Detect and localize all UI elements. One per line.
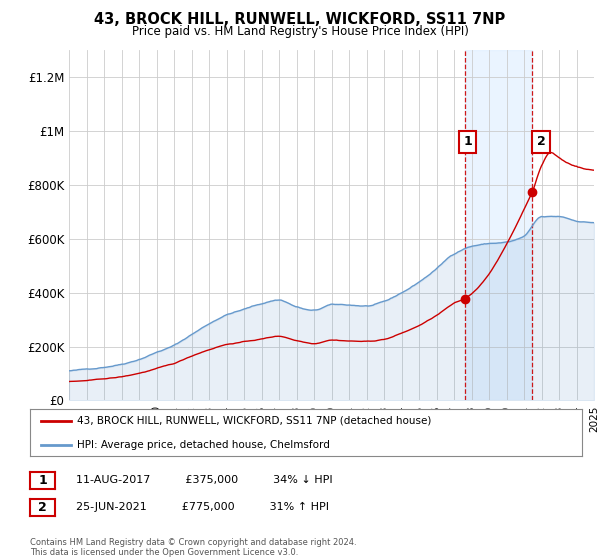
Text: Contains HM Land Registry data © Crown copyright and database right 2024.
This d: Contains HM Land Registry data © Crown c…	[30, 538, 356, 557]
Text: 11-AUG-2017          £375,000          34% ↓ HPI: 11-AUG-2017 £375,000 34% ↓ HPI	[69, 475, 332, 485]
Text: 2: 2	[537, 136, 545, 148]
Text: 43, BROCK HILL, RUNWELL, WICKFORD, SS11 7NP (detached house): 43, BROCK HILL, RUNWELL, WICKFORD, SS11 …	[77, 416, 431, 426]
Text: 25-JUN-2021          £775,000          31% ↑ HPI: 25-JUN-2021 £775,000 31% ↑ HPI	[69, 502, 329, 512]
Bar	[465, 50, 532, 400]
Text: 1: 1	[38, 474, 47, 487]
Text: HPI: Average price, detached house, Chelmsford: HPI: Average price, detached house, Chel…	[77, 440, 330, 450]
Text: 2: 2	[38, 501, 47, 514]
Text: 43, BROCK HILL, RUNWELL, WICKFORD, SS11 7NP: 43, BROCK HILL, RUNWELL, WICKFORD, SS11 …	[94, 12, 506, 27]
Text: Price paid vs. HM Land Registry's House Price Index (HPI): Price paid vs. HM Land Registry's House …	[131, 25, 469, 38]
Text: 1: 1	[463, 136, 472, 148]
